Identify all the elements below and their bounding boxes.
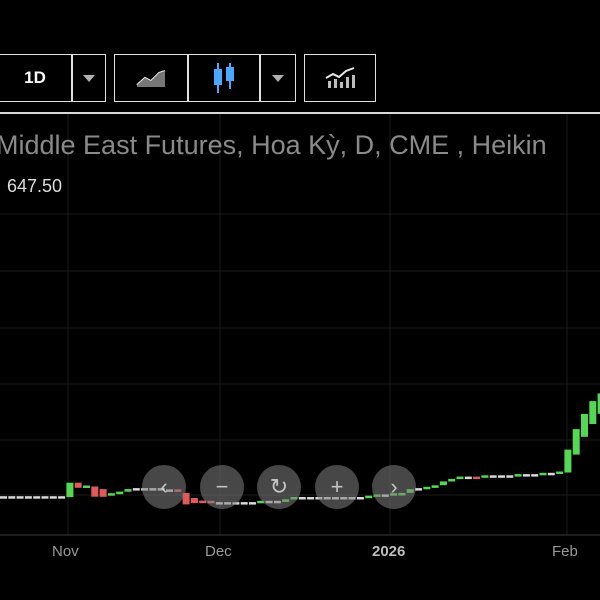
candle bbox=[522, 474, 530, 477]
interval-button[interactable]: 1D bbox=[0, 54, 72, 102]
candlestick-button[interactable] bbox=[188, 54, 260, 102]
candle bbox=[8, 496, 16, 499]
line-chart-icon bbox=[136, 70, 166, 87]
candle bbox=[539, 472, 547, 476]
reset-chart-button[interactable]: ↻ bbox=[257, 465, 301, 509]
candle bbox=[556, 471, 564, 474]
candle bbox=[24, 496, 32, 499]
candle bbox=[16, 496, 24, 499]
x-label-2026: 2026 bbox=[372, 543, 406, 560]
candle bbox=[74, 482, 82, 488]
candle bbox=[33, 496, 41, 499]
scroll-right-button[interactable]: › bbox=[372, 465, 416, 509]
x-label-nov: Nov bbox=[52, 543, 79, 560]
candle bbox=[58, 496, 66, 499]
indicators-icon bbox=[325, 67, 355, 88]
candle bbox=[597, 393, 600, 414]
candle bbox=[41, 496, 49, 499]
candle bbox=[431, 485, 439, 488]
interval-dropdown-button[interactable] bbox=[72, 54, 106, 102]
candle bbox=[298, 497, 306, 500]
scroll-left-button[interactable]: ‹ bbox=[142, 465, 186, 509]
indicators-button[interactable] bbox=[304, 54, 376, 102]
candle bbox=[307, 497, 315, 500]
x-label-feb: Feb bbox=[552, 543, 578, 560]
candle bbox=[415, 488, 422, 491]
chevron-right-icon: › bbox=[390, 474, 398, 499]
interval-label: 1D bbox=[24, 68, 46, 87]
candle bbox=[190, 498, 198, 504]
caret-down-icon bbox=[272, 74, 284, 82]
x-label-dec: Dec bbox=[205, 543, 232, 560]
candle bbox=[473, 476, 481, 480]
chart-grid bbox=[0, 114, 600, 535]
chart-type-dropdown-button[interactable] bbox=[260, 54, 296, 102]
candle bbox=[257, 500, 265, 504]
candle bbox=[49, 496, 57, 499]
zoom-out-icon: − bbox=[215, 474, 229, 499]
zoom-in-icon: + bbox=[330, 474, 344, 499]
chart-title: Middle East Futures, Hoa Kỳ, D, CME , He… bbox=[0, 130, 547, 160]
candle bbox=[116, 491, 124, 495]
caret-down-icon bbox=[83, 74, 95, 82]
candle bbox=[456, 476, 464, 480]
candle bbox=[448, 478, 456, 482]
price-chart[interactable] bbox=[0, 114, 600, 600]
candle bbox=[249, 502, 256, 505]
last-price: 647.50 bbox=[7, 176, 63, 196]
candle bbox=[199, 500, 207, 504]
candle bbox=[182, 492, 190, 505]
candle bbox=[439, 481, 447, 486]
candle bbox=[547, 472, 555, 476]
candle bbox=[132, 488, 140, 491]
candle bbox=[99, 489, 107, 497]
candle bbox=[83, 485, 90, 488]
chart-toolbar: 1D bbox=[0, 0, 600, 114]
candle bbox=[589, 401, 597, 424]
zoom-in-button[interactable]: + bbox=[315, 465, 359, 509]
candle bbox=[498, 475, 505, 478]
candle bbox=[356, 497, 364, 500]
candle bbox=[0, 496, 7, 499]
candle bbox=[240, 502, 248, 505]
reset-icon: ↻ bbox=[269, 474, 289, 499]
candle bbox=[581, 413, 588, 437]
candle bbox=[481, 475, 489, 478]
candle bbox=[423, 486, 431, 490]
candle bbox=[572, 429, 580, 455]
candle bbox=[489, 475, 497, 478]
candle bbox=[365, 495, 373, 499]
candle bbox=[107, 493, 115, 496]
candle bbox=[531, 474, 539, 477]
candle bbox=[464, 476, 472, 480]
candle bbox=[66, 482, 74, 498]
chevron-left-icon: ‹ bbox=[160, 474, 168, 499]
candle bbox=[91, 486, 99, 497]
candle bbox=[124, 489, 132, 492]
line-chart-button[interactable] bbox=[114, 54, 188, 102]
candle bbox=[564, 449, 572, 473]
candle bbox=[514, 474, 522, 477]
candle bbox=[506, 475, 514, 478]
zoom-out-button[interactable]: − bbox=[200, 465, 244, 509]
candlestick-icon bbox=[214, 63, 234, 93]
